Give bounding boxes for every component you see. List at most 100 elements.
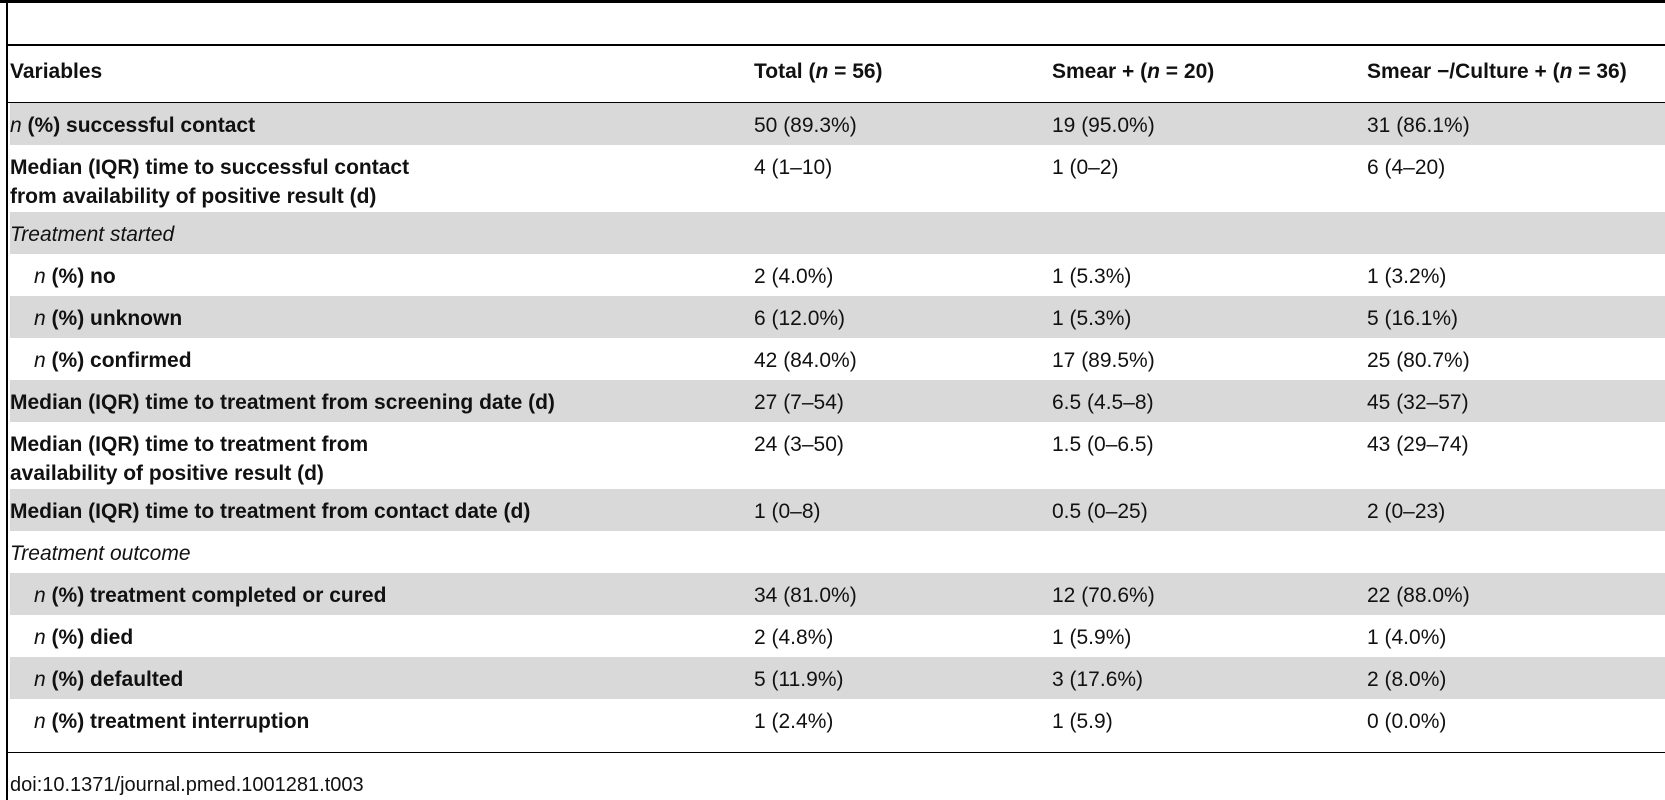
table-row: n (%) no 2 (4.0%) 1 (5.3%) 1 (3.2%) [10, 254, 1665, 296]
row-label-line1: Median (IQR) time to treatment from [10, 433, 369, 456]
cell-total: 50 (89.3%) [754, 114, 857, 137]
table-bottom-rule [8, 752, 1665, 753]
table-row: n (%) unknown 6 (12.0%) 1 (5.3%) 5 (16.1%) [10, 296, 1665, 338]
row-label-line1: Treatment started [10, 223, 175, 246]
row-label: Median (IQR) time to treatment from avail… [10, 430, 368, 488]
left-border-rule [6, 0, 8, 800]
row-label: n (%) successful contact [10, 111, 255, 140]
row-label: Treatment started [10, 220, 174, 249]
cell-smear-negative: 22 (88.0%) [1367, 584, 1470, 607]
cell-smear-positive: 1 (5.9) [1052, 710, 1113, 733]
table-row: n (%) treatment interruption 1 (2.4%) 1 (5… [10, 699, 1665, 741]
cell-smear-positive: 6.5 (4.5–8) [1052, 391, 1154, 414]
table-row: Median (IQR) time to successful contact f… [10, 145, 1665, 212]
cell-total: 4 (1–10) [754, 156, 833, 179]
cell-total: 5 (11.9%) [754, 668, 844, 691]
column-header-smear-negative-n: n [1559, 60, 1573, 83]
cell-smear-negative: 6 (4–20) [1367, 156, 1446, 179]
cell-smear-positive: 1 (5.3%) [1052, 265, 1132, 288]
row-label-n: n [34, 626, 46, 649]
cell-smear-negative: 45 (32–57) [1367, 391, 1469, 414]
column-header-total: Total (n = 56) [754, 60, 883, 84]
column-header-total-count: = 56) [828, 60, 883, 83]
row-label-line1: (%) successful contact [21, 114, 256, 137]
row-label: n (%) defaulted [34, 665, 183, 694]
row-label-n: n [34, 265, 46, 288]
row-label-line1: Treatment outcome [10, 542, 191, 565]
row-label-n: n [34, 668, 46, 691]
cell-smear-negative: 2 (8.0%) [1367, 668, 1447, 691]
row-label-line1: (%) treatment interruption [45, 710, 310, 733]
section-row: Treatment started [10, 212, 1665, 254]
cell-total: 27 (7–54) [754, 391, 844, 414]
row-label-line1: (%) confirmed [45, 349, 192, 372]
cell-total: 24 (3–50) [754, 433, 844, 456]
row-label: n (%) treatment interruption [34, 707, 309, 736]
cell-smear-negative: 43 (29–74) [1367, 433, 1469, 456]
row-label: n (%) died [34, 623, 133, 652]
table-row: Median (IQR) time to treatment from scre… [10, 380, 1665, 422]
row-label-n: n [34, 307, 46, 330]
cell-smear-positive: 1 (5.3%) [1052, 307, 1132, 330]
table-row: Median (IQR) time to treatment from cont… [10, 489, 1665, 531]
cell-smear-positive: 1.5 (0–6.5) [1052, 433, 1154, 456]
section-row: Treatment outcome [10, 531, 1665, 573]
row-label: n (%) confirmed [34, 346, 192, 375]
cell-smear-negative: 0 (0.0%) [1367, 710, 1447, 733]
cell-total: 2 (4.0%) [754, 265, 834, 288]
column-header-smear-positive: Smear + (n = 20) [1052, 60, 1214, 84]
column-header-total-n: n [815, 60, 829, 83]
table-row: n (%) defaulted 5 (11.9%) 3 (17.6%) 2 (8.0%… [10, 657, 1665, 699]
doi-footer: doi:10.1371/journal.pmed.1001281.t003 [10, 774, 364, 796]
table-row: n (%) treatment completed or cured 34 (81… [10, 573, 1665, 615]
cell-smear-negative: 31 (86.1%) [1367, 114, 1470, 137]
cell-smear-positive: 3 (17.6%) [1052, 668, 1144, 691]
row-label-line2: from availability of positive result (d) [10, 185, 377, 208]
row-label: n (%) no [34, 262, 116, 291]
row-label: n (%) treatment completed or cured [34, 581, 386, 610]
top-border-rule [0, 0, 1665, 3]
row-label-line1: Median (IQR) time to treatment from cont… [10, 500, 531, 523]
cell-smear-negative: 25 (80.7%) [1367, 349, 1470, 372]
cell-total: 1 (2.4%) [754, 710, 834, 733]
header-top-rule [8, 44, 1665, 46]
column-header-smear-positive-n: n [1147, 60, 1160, 83]
row-label-n: n [34, 349, 46, 372]
cell-smear-negative: 1 (3.2%) [1367, 265, 1447, 288]
row-label-line1: (%) treatment completed or cured [45, 584, 387, 607]
table-body: n (%) successful contact 50 (89.3%) 19 (95… [10, 103, 1665, 741]
row-label: Median (IQR) time to treatment from cont… [10, 497, 530, 526]
row-label-line2: availability of positive result (d) [10, 462, 324, 485]
cell-total: 6 (12.0%) [754, 307, 846, 330]
row-label: Median (IQR) time to successful contact f… [10, 153, 409, 211]
row-label-line1: Median (IQR) time to successful contact [10, 156, 410, 179]
column-header-rule [8, 102, 1665, 103]
cell-smear-positive: 0.5 (0–25) [1052, 500, 1148, 523]
row-label: n (%) unknown [34, 304, 182, 333]
cell-total: 42 (84.0%) [754, 349, 857, 372]
cell-smear-negative: 1 (4.0%) [1367, 626, 1447, 649]
cell-total: 34 (81.0%) [754, 584, 857, 607]
cell-total: 1 (0–8) [754, 500, 821, 523]
row-label-line1: (%) died [45, 626, 134, 649]
column-header-total-prefix: Total ( [754, 60, 816, 83]
row-label-line1: Median (IQR) time to treatment from scre… [10, 391, 555, 414]
cell-total: 2 (4.8%) [754, 626, 834, 649]
column-header-smear-negative-culture-positive: Smear −/Culture + (n = 36) [1367, 60, 1627, 84]
column-header-smear-negative-prefix: Smear −/Culture + ( [1367, 60, 1560, 83]
row-label: Treatment outcome [10, 539, 191, 568]
cell-smear-positive: 12 (70.6%) [1052, 584, 1155, 607]
column-header-smear-negative-count: = 36) [1572, 60, 1627, 83]
cell-smear-negative: 2 (0–23) [1367, 500, 1446, 523]
table-row: n (%) died 2 (4.8%) 1 (5.9%) 1 (4.0%) [10, 615, 1665, 657]
cell-smear-positive: 17 (89.5%) [1052, 349, 1155, 372]
column-header-smear-positive-count: = 20) [1159, 60, 1215, 83]
row-label: Median (IQR) time to treatment from scre… [10, 388, 555, 417]
cell-smear-positive: 1 (5.9%) [1052, 626, 1132, 649]
cell-smear-positive: 1 (0–2) [1052, 156, 1119, 179]
row-label-n: n [34, 584, 46, 607]
table-row: n (%) confirmed 42 (84.0%) 17 (89.5%) 25 (8… [10, 338, 1665, 380]
cell-smear-negative: 5 (16.1%) [1367, 307, 1459, 330]
row-label-line1: (%) unknown [45, 307, 183, 330]
column-header-smear-positive-prefix: Smear + ( [1052, 60, 1148, 83]
